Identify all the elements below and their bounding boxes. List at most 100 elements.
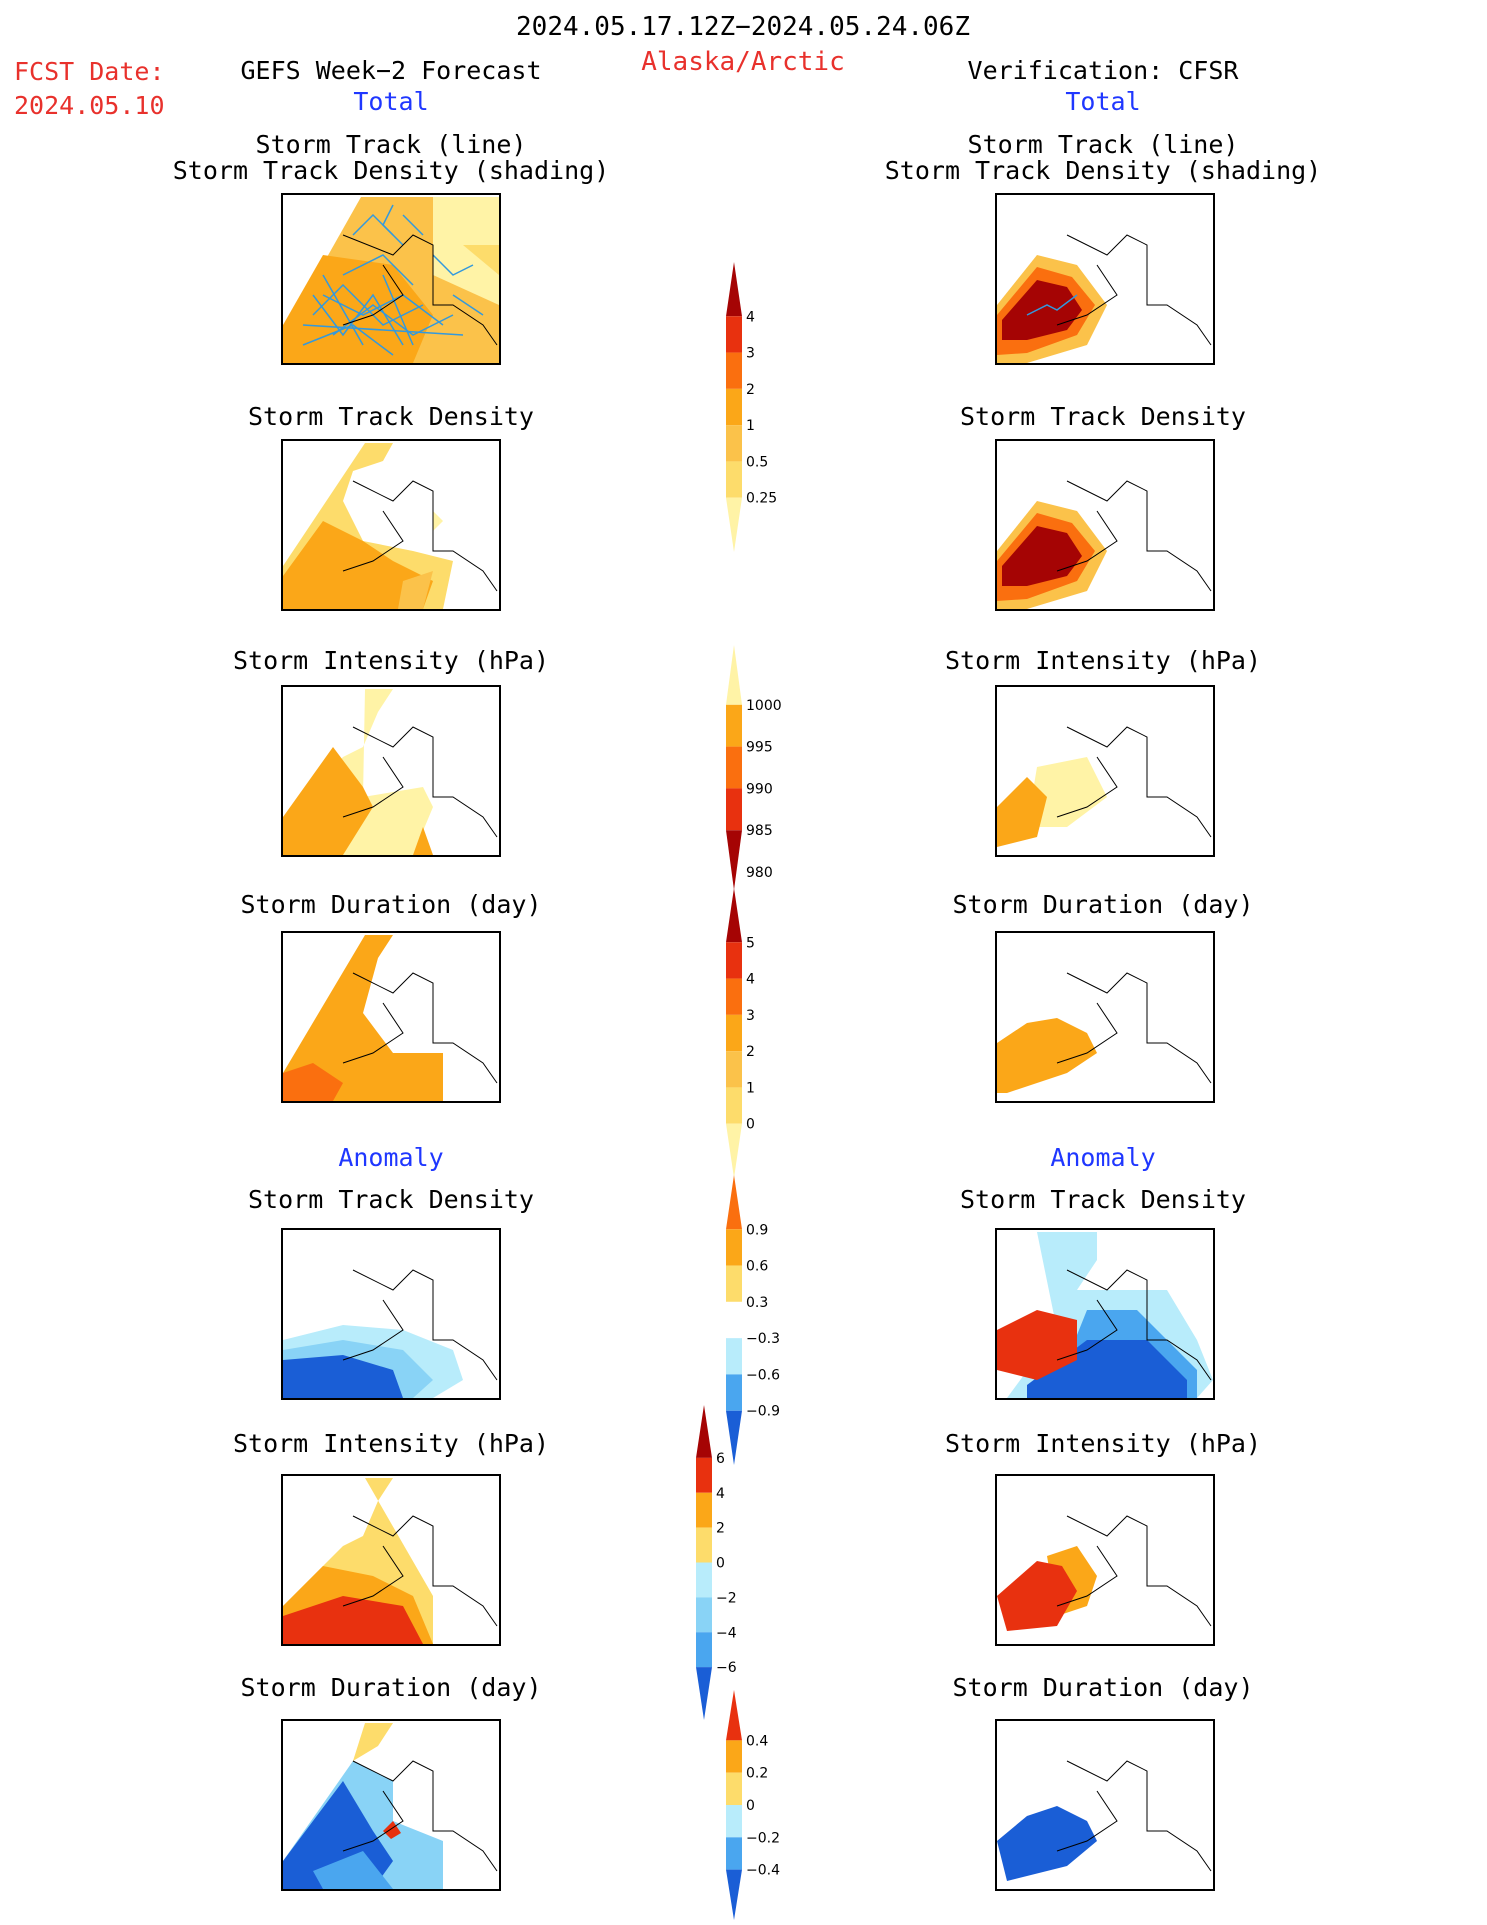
- colorbar-tick-label: 1000: [746, 698, 782, 714]
- colorbar-intensity-anomaly: 6 4 2 0 −2 −4 −6: [696, 1405, 737, 1720]
- title-intensity-left: Storm Intensity (hPa): [232, 646, 550, 675]
- map-gefs-density: [281, 439, 501, 611]
- colorbar-tick-label: 1: [746, 1080, 755, 1096]
- colorbar-segment: [726, 1740, 742, 1773]
- colorbar-density-anomaly: 0.9 0.6 0.3 −0.3 −0.6 −0.9: [726, 1175, 780, 1465]
- colorbar-tick-label: 5: [746, 935, 755, 951]
- colorbar-duration-anomaly: 0.4 0.2 0 −0.2 −0.4: [726, 1690, 780, 1920]
- colorbar-tick-label: 0.9: [746, 1222, 768, 1238]
- map-gefs-duration-anomaly: [281, 1719, 501, 1891]
- title-anomaly-duration-left: Storm Duration (day): [240, 1673, 542, 1702]
- colorbar-segment: [696, 1457, 712, 1493]
- colorbar-segment: [726, 830, 742, 890]
- colorbar-segment: [726, 704, 742, 747]
- title-anomaly-intensity-left: Storm Intensity (hPa): [232, 1429, 550, 1458]
- title-track-density-shading-left: Storm Track Density (shading): [172, 156, 610, 185]
- colorbar-segment: [726, 1087, 742, 1124]
- colorbar-tick-label: 3: [746, 346, 755, 362]
- colorbar-segment: [726, 461, 742, 498]
- colorbar-segment: [726, 1175, 742, 1230]
- colorbar-tick-label: −0.2: [746, 1830, 780, 1846]
- forecast-period: 2024.05.17.12Z−2024.05.24.06Z: [516, 12, 970, 42]
- colorbar-tick-label: 0.25: [746, 491, 777, 507]
- colorbar-segment: [726, 1772, 742, 1805]
- colorbar-segment: [726, 1374, 742, 1411]
- fcst-date-label: FCST Date:: [14, 57, 165, 86]
- left-anomaly-label: Anomaly: [338, 1143, 444, 1172]
- colorbar-tick-label: −0.6: [746, 1367, 780, 1383]
- colorbar-segment: [696, 1632, 712, 1668]
- map-gefs-track: [281, 193, 501, 365]
- title-track-density-right: Storm Track Density: [960, 402, 1246, 431]
- colorbar-segment: [726, 1051, 742, 1088]
- colorbar-segment: [726, 1338, 742, 1375]
- colorbar-tick-label: 3: [746, 1008, 755, 1024]
- map-cfsr-intensity-anomaly: [995, 1474, 1215, 1646]
- colorbar-segment: [696, 1667, 712, 1720]
- colorbar-segment: [696, 1597, 712, 1633]
- title-track-density-left: Storm Track Density: [248, 402, 534, 431]
- colorbar-segment: [726, 1123, 742, 1178]
- colorbar-segment: [726, 316, 742, 353]
- right-column-title: Verification: CFSR: [967, 56, 1239, 85]
- colorbar-segment: [726, 497, 742, 552]
- map-cfsr-density-anomaly: [995, 1228, 1215, 1400]
- title-track-density-shading-right: Storm Track Density (shading): [884, 156, 1322, 185]
- colorbar-tick-label: 4: [746, 309, 755, 325]
- colorbar-segment: [726, 425, 742, 462]
- colorbar-duration-total: 5 4 3 2 1 0: [726, 888, 755, 1178]
- colorbar-segment: [726, 1265, 742, 1302]
- colorbar-segment: [726, 888, 742, 943]
- title-anomaly-density-right: Storm Track Density: [960, 1185, 1246, 1214]
- map-gefs-intensity-anomaly: [281, 1474, 501, 1646]
- map-cfsr-density: [995, 439, 1215, 611]
- colorbar-tick-label: 0.4: [746, 1733, 768, 1749]
- colorbar-tick-label: −0.4: [746, 1863, 780, 1879]
- colorbar-intensity-total: 1000 995 990 985 980: [726, 645, 782, 890]
- colorbar-tick-label: 4: [716, 1486, 725, 1502]
- map-gefs-density-anomaly: [281, 1228, 501, 1400]
- colorbar-segment: [726, 1837, 742, 1870]
- colorbar-tick-label: 985: [746, 823, 773, 839]
- colorbar-tick-label: 2: [746, 1044, 755, 1060]
- colorbar-tick-label: 2: [746, 382, 755, 398]
- title-track-line-left: Storm Track (line): [255, 130, 527, 159]
- colorbar-segment: [726, 978, 742, 1015]
- colorbar-segment: [726, 352, 742, 389]
- colorbar-segment: [696, 1527, 712, 1563]
- colorbar-tick-label: 0.5: [746, 454, 768, 470]
- colorbar-tick-label: 0: [746, 1117, 755, 1133]
- region-label: Alaska/Arctic: [641, 47, 845, 77]
- left-total-label: Total: [353, 87, 429, 116]
- colorbar-tick-label: 1: [746, 418, 755, 434]
- colorbar-segment: [726, 262, 742, 317]
- title-intensity-right: Storm Intensity (hPa): [944, 646, 1262, 675]
- colorbar-segment: [696, 1492, 712, 1528]
- colorbar-tick-label: 6: [716, 1451, 725, 1467]
- colorbar-segment: [726, 746, 742, 789]
- title-duration-right: Storm Duration (day): [952, 890, 1254, 919]
- colorbar-tick-label: 0.6: [746, 1259, 768, 1275]
- title-anomaly-density-left: Storm Track Density: [248, 1185, 534, 1214]
- map-cfsr-duration-anomaly: [995, 1719, 1215, 1891]
- left-column-title: GEFS Week−2 Forecast: [240, 56, 542, 85]
- colorbar-tick-label: 0.2: [746, 1766, 768, 1782]
- map-cfsr-intensity: [995, 685, 1215, 857]
- map-gefs-duration: [281, 931, 501, 1103]
- colorbar-segment: [726, 942, 742, 979]
- map-cfsr-track: [995, 193, 1215, 365]
- colorbar-segment: [696, 1405, 712, 1458]
- colorbar-tick-label: 0.3: [746, 1295, 768, 1311]
- colorbar-tick-label: 2: [716, 1521, 725, 1537]
- colorbar-segment: [726, 388, 742, 426]
- colorbar-segment: [726, 1301, 742, 1339]
- colorbar-tick-label: −0.3: [746, 1331, 780, 1347]
- right-anomaly-label: Anomaly: [1050, 1143, 1156, 1172]
- colorbar-segment: [726, 1014, 742, 1052]
- map-gefs-intensity: [281, 685, 501, 857]
- right-total-label: Total: [1065, 87, 1141, 116]
- colorbar-tick-label: 995: [746, 740, 773, 756]
- colorbar-tick-label: −4: [716, 1625, 737, 1641]
- colorbar-tick-label: −6: [716, 1660, 737, 1676]
